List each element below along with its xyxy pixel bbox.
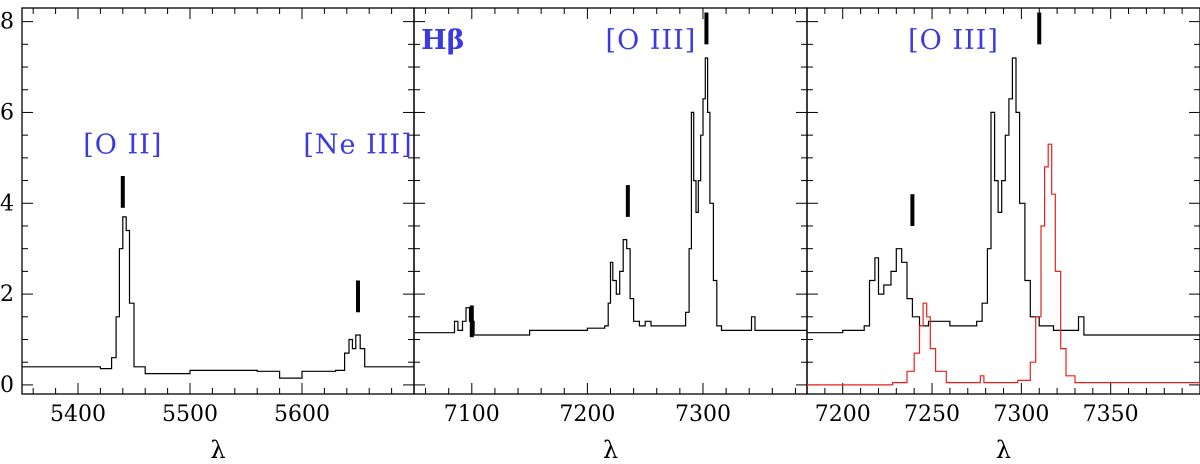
- emission-line-label: [O III]: [606, 25, 697, 56]
- y-tick-label: 0: [0, 373, 14, 398]
- y-tick-label: 2: [0, 282, 14, 307]
- plot-frame: [806, 7, 1200, 395]
- hbeta-label: Hβ: [421, 25, 464, 56]
- panel-oiii-comparison: 7200 7250 7300 7350 λ [O III]: [806, 7, 1200, 464]
- x-tick-label: 5400: [50, 402, 106, 427]
- x-tick-label: 5600: [274, 402, 330, 427]
- x-tick-label: 7350: [1083, 402, 1139, 427]
- x-tick-label: 7300: [675, 402, 731, 427]
- model-line-red: [807, 143, 1200, 386]
- emission-line-label: [O III]: [908, 25, 999, 56]
- panel-oii-neiii: 0 2 4 6 8 5400 5500 5600 λ [O II] [Ne III]: [0, 7, 415, 464]
- x-axis-label: λ: [210, 436, 225, 464]
- x-tick-label: 7100: [444, 402, 500, 427]
- spectrum-line: [807, 57, 1200, 338]
- emission-line-label: [Ne III]: [303, 129, 412, 160]
- spectrum-line: [22, 216, 414, 379]
- y-tick-label: 4: [0, 191, 14, 216]
- x-tick-label: 5500: [162, 402, 218, 427]
- x-tick-label: 7300: [993, 402, 1049, 427]
- y-tick-label: 8: [0, 10, 14, 35]
- x-tick-label: 7200: [559, 402, 615, 427]
- spectrum-line: [414, 57, 807, 336]
- emission-line-label: [O II]: [83, 129, 162, 160]
- x-axis-label: λ: [603, 436, 618, 464]
- x-axis-label: λ: [996, 436, 1011, 464]
- y-tick-label: 6: [0, 100, 14, 125]
- panel-hbeta-oiii: 7100 7200 7300 λ Hβ [O III]: [413, 7, 808, 464]
- x-tick-label: 7250: [904, 402, 960, 427]
- x-tick-label: 7200: [815, 402, 871, 427]
